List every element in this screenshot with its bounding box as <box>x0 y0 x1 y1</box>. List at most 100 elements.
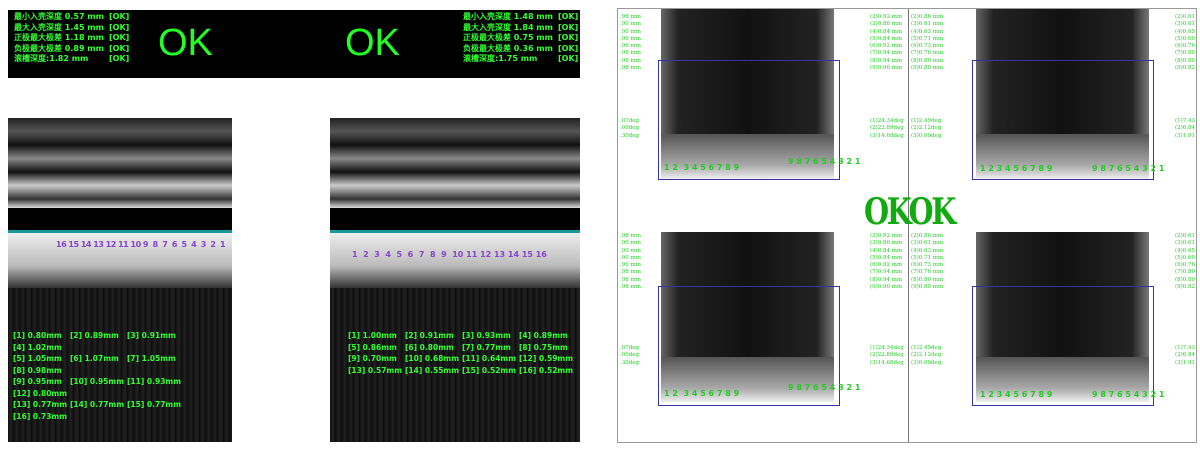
edge-mm-list: .98 mm .90 mm .90 mm .90 mm .96 mm .98 m… <box>620 14 641 72</box>
measurement-value: [11] 0.64mm <box>462 354 517 363</box>
measurement-value: [14] 0.55mm <box>405 365 460 375</box>
col-b-mm-list: (2)0.86 mm (3)0.61 mm (4)0.63 mm (5)0.71… <box>911 14 944 72</box>
measurement-value: [2] 0.89mm <box>70 331 119 340</box>
index-labels-right: 1 2 3 4 5 6 7 8 9 10 11 12 13 14 15 16 <box>352 250 547 259</box>
result-header: 最小入壳深度 0.57 mm [OK] 最大入壳深度 1.45 mm [OK] 正极最大… <box>8 10 580 78</box>
result-row: 最大入壳深度 1.45 mm [OK] <box>14 23 129 34</box>
col-c-deg-list: (1)7.43 (2)6.84 (3)1.91 <box>1175 118 1196 139</box>
result-status: [OK] <box>109 33 130 42</box>
measurements-left: [1] 0.80mm [2] 0.89mm [3] 0.91mm [4] 1.02mm… <box>13 330 232 422</box>
measurement-value: [8] 0.75mm <box>519 342 568 352</box>
result-row: 负极最大极差 0.36 mm [OK] <box>463 44 578 55</box>
col-c-deg-list: (1)7.43 (2)6.84 (3)1.91 <box>1175 345 1196 366</box>
measurement-value: [12] 0.80mm <box>13 388 68 398</box>
col-c-mm-list: (2)0.61 (3)0.61 (4)0.65 (5)0.69 (6)0.76 … <box>1175 14 1196 72</box>
cell-image-top-right <box>976 9 1149 179</box>
result-status: [OK] <box>558 22 579 32</box>
col-c-mm-list: (2)0.61 (3)0.61 (4)0.65 (5)0.69 (6)0.76 … <box>1175 233 1196 291</box>
edge-deg-list: .07deg .00deg .30deg <box>620 345 640 366</box>
col-b-deg-list: (1)2.49deg (2)2.12deg (3)0.00deg <box>911 118 942 139</box>
col-b-mm-list: (2)0.86 mm (3)0.61 mm (4)0.63 mm (5)0.71… <box>911 233 944 291</box>
tab-labels: 9 8 7 6 5 4 3 2 1 <box>1092 164 1165 173</box>
measurement-value: [8] 0.98mm <box>13 365 62 375</box>
result-label: 负极最大极差 0.89 mm <box>14 43 104 53</box>
result-status: [OK] <box>109 43 130 53</box>
measurement-value: [9] 0.70mm <box>348 354 397 363</box>
roi-box <box>658 286 840 406</box>
verdict-right: OK <box>345 22 400 64</box>
result-row: 最小入壳深度 1.48 mm [OK] <box>463 12 578 23</box>
tab-labels: 1 2 3 4 5 6 7 8 9 <box>980 390 1053 399</box>
result-label: 正极最大极差 1.18 mm <box>14 33 104 42</box>
measurement-value: [12] 0.59mm <box>519 354 574 363</box>
measurement-value: [4] 1.02mm <box>13 342 62 352</box>
measurement-value: [3] 0.91mm <box>127 331 176 340</box>
roi-box <box>972 60 1154 180</box>
col-a-mm-list: (2)0.92 mm (3)0.86 mm (4)0.84 mm (5)0.84… <box>870 14 903 72</box>
xray-result-panel-right: .98 mm .90 mm .90 mm .90 mm .96 mm .98 m… <box>617 8 1197 443</box>
measurement-value: [1] 1.00mm <box>348 331 397 340</box>
result-row: 最大入壳深度 1.84 mm [OK] <box>463 23 578 34</box>
xray-result-panel-left: 最小入壳深度 0.57 mm [OK] 最大入壳深度 1.45 mm [OK] 正极最大… <box>8 8 580 442</box>
edge-mm-list: .98 mm .90 mm .90 mm .90 mm .96 mm .98 m… <box>620 233 641 291</box>
edge-deg-list: .07deg .00deg .30deg <box>620 118 640 139</box>
verdict-left: OK <box>158 22 213 64</box>
result-label: 滚槽深度:1.75 mm <box>463 54 538 63</box>
measurement-value: [10] 0.95mm <box>70 377 125 386</box>
measurement-value: [5] 0.86mm <box>348 342 397 352</box>
left-results-list: 最小入壳深度 0.57 mm [OK] 最大入壳深度 1.45 mm [OK] 正极最大… <box>14 12 129 65</box>
tab-labels: 1 2 3 4 5 6 7 8 9 <box>664 389 740 398</box>
measurement-value: [16] 0.73mm <box>13 411 68 421</box>
roi-box <box>658 60 840 180</box>
right-results-list: 最小入壳深度 1.48 mm [OK] 最大入壳深度 1.84 mm [OK] 正极最大… <box>463 12 578 65</box>
measurement-value: [4] 0.89mm <box>519 331 568 340</box>
result-status: [OK] <box>109 12 130 21</box>
measurement-value: [9] 0.95mm <box>13 377 62 386</box>
col-a-deg-list: (1)24.34deg (2)22.89deg (3)14.68deg <box>870 118 904 139</box>
measurement-value: [7] 1.05mm <box>127 354 176 363</box>
result-label: 滚槽深度:1.82 mm <box>14 54 89 63</box>
measurement-value: [6] 0.80mm <box>405 342 454 352</box>
verdict-pair: OKOK <box>864 191 957 233</box>
measurement-value: [11] 0.93mm <box>127 377 182 386</box>
panel-divider <box>908 9 909 442</box>
result-label: 最小入壳深度 1.48 mm <box>463 12 553 21</box>
result-label: 最大入壳深度 1.84 mm <box>463 22 553 32</box>
verdict-right: OK <box>908 191 957 233</box>
col-b-deg-list: (1)2.49deg (2)2.12deg (3)0.00deg <box>911 345 942 366</box>
result-row: 正极最大极差 0.75 mm [OK] <box>463 33 578 44</box>
result-row: 滚槽深度:1.82 mm [OK] <box>14 54 129 65</box>
result-row: 正极最大极差 1.18 mm [OK] <box>14 33 129 44</box>
measurement-value: [3] 0.93mm <box>462 331 511 340</box>
index-labels-left: 16 15 14 13 12 11 10 9 8 7 6 5 4 3 2 1 <box>56 240 226 249</box>
result-status: [OK] <box>558 54 579 63</box>
measurement-value: [7] 0.77mm <box>462 342 511 352</box>
result-label: 最大入壳深度 1.45 mm <box>14 22 104 32</box>
tab-labels: 9 8 7 6 5 4 3 2 1 <box>788 157 861 166</box>
result-row: 滚槽深度:1.75 mm [OK] <box>463 54 578 65</box>
col-a-mm-list: (2)0.92 mm (3)0.86 mm (4)0.84 mm (5)0.84… <box>870 233 903 291</box>
measurement-value: [13] 0.77mm <box>13 400 68 409</box>
result-status: [OK] <box>558 43 579 53</box>
tab-labels: 9 8 7 6 5 4 3 2 1 <box>788 383 861 392</box>
measurement-value: [10] 0.68mm <box>405 354 460 363</box>
result-label: 负极最大极差 0.36 mm <box>463 43 553 53</box>
measurement-value: [5] 1.05mm <box>13 354 62 363</box>
result-status: [OK] <box>558 12 579 21</box>
roi-box <box>972 286 1154 406</box>
measurement-value: [13] 0.57mm <box>348 365 403 375</box>
battery-xray-left: 16 15 14 13 12 11 10 9 8 7 6 5 4 3 2 1 [… <box>8 118 232 442</box>
measurement-value: [15] 0.52mm <box>462 365 517 375</box>
measurement-value: [2] 0.91mm <box>405 331 454 340</box>
measurement-value: [14] 0.77mm <box>70 400 125 409</box>
tab-labels: 1 2 3 4 5 6 7 8 9 <box>664 163 740 172</box>
result-status: [OK] <box>109 54 130 63</box>
measurement-value: [15] 0.77mm <box>127 400 182 409</box>
cell-image-bottom-right <box>976 232 1149 402</box>
tab-labels: 9 8 7 6 5 4 3 2 1 <box>1092 390 1165 399</box>
cell-image-top-left <box>661 9 834 179</box>
cell-image-bottom-left <box>661 232 834 402</box>
result-status: [OK] <box>558 33 579 42</box>
result-status: [OK] <box>109 22 130 32</box>
measurement-value: [16] 0.52mm <box>519 365 574 375</box>
